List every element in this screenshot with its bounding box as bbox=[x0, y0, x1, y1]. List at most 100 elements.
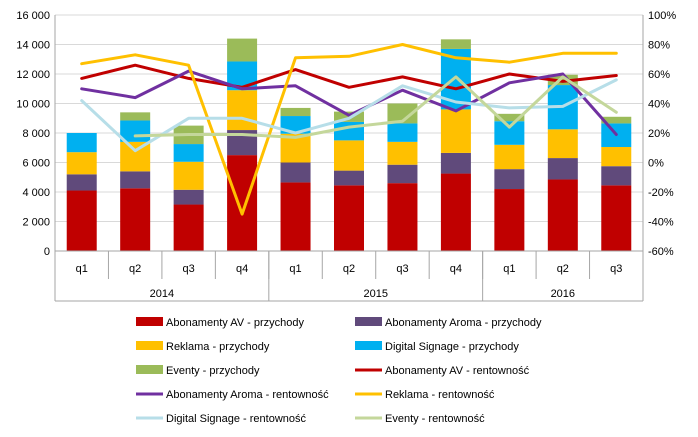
y-left-tick-label: 4 000 bbox=[22, 187, 50, 199]
y-right-tick-label: 40% bbox=[648, 99, 670, 111]
legend-swatch bbox=[136, 317, 163, 326]
x-tick-label: q3 bbox=[183, 263, 195, 275]
bar-digital-signage-przychody bbox=[120, 120, 151, 142]
bar-digital-signage-przychody bbox=[494, 121, 525, 145]
bar-reklama-przychody bbox=[387, 141, 418, 165]
bar-eventy-przychody bbox=[227, 38, 258, 62]
x-tick-label: q2 bbox=[343, 263, 355, 275]
bar-abonamenty-av-przychody bbox=[280, 182, 311, 251]
y-left-tick-label: 14 000 bbox=[16, 40, 50, 52]
y-left-tick-label: 16 000 bbox=[16, 10, 50, 22]
x-tick-label: q1 bbox=[289, 263, 301, 275]
bar-abonamenty-av-przychody bbox=[173, 204, 204, 251]
y-right-tick-label: 100% bbox=[648, 10, 676, 22]
y-left-tick-label: 0 bbox=[44, 246, 50, 258]
legend-label: Abonamenty Aroma - rentowność bbox=[166, 389, 329, 401]
bar-abonamenty-av-przychody bbox=[227, 155, 258, 251]
legend-label: Abonamenty AV - rentowność bbox=[385, 365, 530, 377]
line-reklama-rentownosc bbox=[80, 43, 618, 216]
legend-label: Abonamenty Aroma - przychody bbox=[385, 317, 542, 329]
axes: 0 2 000 4 000 6 000 8 000 10 000 12 000 14 000 1… bbox=[16, 10, 676, 302]
stacked-bars bbox=[66, 38, 632, 251]
bar-abonamenty-av-przychody bbox=[440, 173, 471, 251]
x-tick-label: q3 bbox=[396, 263, 408, 275]
legend-label: Digital Signage - rentowność bbox=[166, 413, 307, 425]
bar-reklama-przychody bbox=[227, 90, 258, 131]
bar-eventy-przychody bbox=[494, 113, 525, 122]
legend-swatch bbox=[355, 341, 382, 350]
year-group-label: 2016 bbox=[551, 288, 575, 300]
bar-abonamenty-aroma-przychody bbox=[440, 152, 471, 174]
x-tick-label: q4 bbox=[450, 263, 462, 275]
bar-reklama-przychody bbox=[601, 147, 632, 167]
x-tick-label: q1 bbox=[503, 263, 515, 275]
x-tick-label: q1 bbox=[76, 263, 88, 275]
bar-reklama-przychody bbox=[440, 109, 471, 153]
bar-abonamenty-aroma-przychody bbox=[66, 174, 97, 191]
y-right-tick-label: 20% bbox=[648, 128, 670, 140]
legend: Abonamenty AV - przychody Abonamenty Arom… bbox=[136, 317, 542, 425]
y-right-tick-label: 60% bbox=[648, 69, 670, 81]
y-right-tick-label: 0% bbox=[648, 158, 664, 170]
y-left-tick-label: 12 000 bbox=[16, 69, 50, 81]
bar-abonamenty-aroma-przychody bbox=[601, 166, 632, 186]
legend-label: Reklama - rentowność bbox=[385, 389, 495, 401]
x-tick-label: q3 bbox=[610, 263, 622, 275]
bar-reklama-przychody bbox=[334, 140, 364, 171]
y-left-tick-label: 10 000 bbox=[16, 99, 50, 111]
legend-label: Digital Signage - przychody bbox=[385, 341, 519, 353]
bar-digital-signage-przychody bbox=[387, 123, 418, 142]
y-right-tick-label: 80% bbox=[648, 40, 670, 52]
line-digital-signage-rentownosc bbox=[80, 78, 618, 153]
profitability-lines bbox=[80, 43, 618, 216]
y-right-tick-label: -20% bbox=[648, 187, 674, 199]
bar-reklama-przychody bbox=[547, 129, 578, 159]
x-tick-label: q4 bbox=[236, 263, 248, 275]
bar-abonamenty-aroma-przychody bbox=[494, 169, 525, 190]
line-abonamenty-av-rentownosc bbox=[80, 63, 618, 91]
y-left-tick-label: 2 000 bbox=[22, 217, 50, 229]
bar-abonamenty-av-przychody bbox=[547, 179, 578, 251]
year-group-label: 2015 bbox=[363, 288, 387, 300]
x-tick-label: q2 bbox=[557, 263, 569, 275]
bar-eventy-przychody bbox=[387, 103, 418, 124]
legend-swatch bbox=[136, 341, 163, 350]
bar-eventy-przychody bbox=[120, 112, 151, 121]
y-right-tick-label: -40% bbox=[648, 217, 674, 229]
bar-eventy-przychody bbox=[440, 39, 471, 49]
bar-abonamenty-aroma-przychody bbox=[173, 189, 204, 205]
line-eventy-rentownosc bbox=[133, 75, 618, 139]
bar-abonamenty-av-przychody bbox=[494, 189, 525, 251]
bar-abonamenty-av-przychody bbox=[66, 190, 97, 251]
bar-abonamenty-aroma-przychody bbox=[387, 164, 418, 184]
bar-reklama-przychody bbox=[120, 141, 151, 172]
bar-abonamenty-aroma-przychody bbox=[334, 170, 364, 186]
bar-reklama-przychody bbox=[66, 152, 97, 175]
bar-digital-signage-przychody bbox=[280, 116, 311, 134]
y-right-tick-label: -60% bbox=[648, 246, 674, 258]
bar-abonamenty-av-przychody bbox=[601, 185, 632, 251]
bar-abonamenty-aroma-przychody bbox=[547, 158, 578, 180]
bar-abonamenty-av-przychody bbox=[387, 183, 418, 251]
legend-swatch bbox=[355, 317, 382, 326]
bar-abonamenty-aroma-przychody bbox=[280, 162, 311, 183]
line-abonamenty-aroma-rentownosc bbox=[80, 69, 618, 136]
y-left-tick-label: 6 000 bbox=[22, 158, 50, 170]
legend-swatch bbox=[136, 365, 163, 374]
bar-abonamenty-aroma-przychody bbox=[120, 171, 151, 189]
legend-label: Eventy - rentowność bbox=[385, 413, 485, 425]
bar-reklama-przychody bbox=[494, 144, 525, 170]
year-group-label: 2014 bbox=[150, 288, 174, 300]
bar-eventy-przychody bbox=[601, 116, 632, 124]
legend-label: Abonamenty AV - przychody bbox=[166, 317, 304, 329]
x-tick-label: q2 bbox=[129, 263, 141, 275]
legend-label: Eventy - przychody bbox=[166, 365, 260, 377]
bar-eventy-przychody bbox=[280, 107, 311, 117]
bar-reklama-przychody bbox=[173, 161, 204, 190]
bar-digital-signage-przychody bbox=[66, 133, 97, 153]
bar-abonamenty-av-przychody bbox=[120, 188, 151, 251]
y-left-tick-label: 8 000 bbox=[22, 128, 50, 140]
bar-digital-signage-przychody bbox=[173, 144, 204, 162]
legend-label: Reklama - przychody bbox=[166, 341, 270, 353]
